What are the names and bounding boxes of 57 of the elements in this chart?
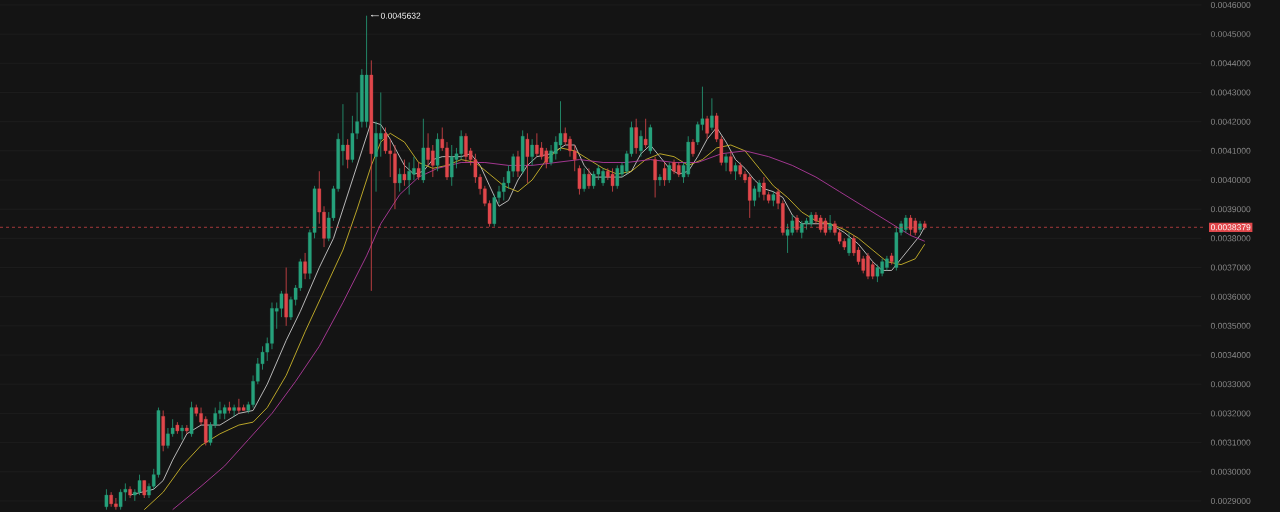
candlestick (180, 424, 184, 441)
candlestick (705, 115, 709, 140)
candlestick (558, 100, 563, 152)
candlestick (587, 167, 591, 190)
y-tick-label: 0.0044000 (1210, 60, 1251, 67)
y-tick-label: 0.0039000 (1210, 206, 1251, 213)
y-tick-label: 0.0034000 (1210, 352, 1251, 359)
candlestick (634, 118, 638, 155)
candlestick (284, 267, 288, 327)
candlestick (828, 214, 832, 233)
y-tick-label: 0.0029000 (1210, 497, 1251, 504)
candlestick (615, 165, 620, 190)
candlestick (104, 488, 109, 511)
candlestick (729, 150, 733, 175)
candlestick (648, 124, 653, 155)
candlestick (128, 485, 132, 499)
candlestick (662, 162, 667, 187)
candlestick (667, 162, 672, 184)
candlestick (653, 156, 657, 198)
candlestick (303, 252, 307, 280)
candlestick (724, 153, 728, 172)
y-tick-label: 0.0041000 (1210, 147, 1251, 154)
y-tick-label: 0.0046000 (1210, 1, 1251, 8)
candlestick (525, 132, 530, 184)
y-tick-label: 0.0038000 (1210, 235, 1251, 242)
candlestick (847, 232, 851, 257)
candlestick (232, 404, 236, 417)
candlestick (383, 127, 388, 155)
candlestick (747, 173, 752, 219)
y-tick-label: 0.0040000 (1210, 177, 1251, 183)
candlestick (345, 138, 350, 169)
y-tick-label: 0.0033000 (1210, 381, 1251, 388)
y-tick-label: 0.0030000 (1210, 468, 1251, 475)
candlestick (752, 185, 757, 207)
candlestick (658, 173, 662, 187)
candlestick (643, 118, 648, 149)
annotation: 0.0045632 (380, 12, 421, 19)
y-tick-label: 0.0035000 (1210, 322, 1251, 329)
y-tick-label: 0.0036000 (1210, 293, 1251, 300)
candlestick (639, 130, 643, 158)
candlestick (516, 150, 520, 178)
ref-line-label: 0.0038379 (1210, 224, 1251, 231)
y-tick-label: 0.0045000 (1210, 31, 1251, 38)
candlestick (710, 97, 714, 131)
y-tick-label: 0.0032000 (1210, 410, 1251, 417)
candlestick (397, 167, 402, 193)
y-tick-label: 0.0037000 (1210, 264, 1251, 271)
candlestick (402, 159, 407, 187)
y-tick-label: 0.0031000 (1210, 439, 1251, 446)
candlestick (577, 165, 582, 195)
candlestick (530, 138, 534, 166)
candlestick (610, 167, 615, 193)
y-tick-label: 0.0043000 (1210, 89, 1251, 96)
candlestick (137, 474, 142, 496)
y-tick-label: 0.0042000 (1210, 118, 1251, 125)
candlestick (582, 167, 586, 193)
candlestick (918, 220, 922, 233)
